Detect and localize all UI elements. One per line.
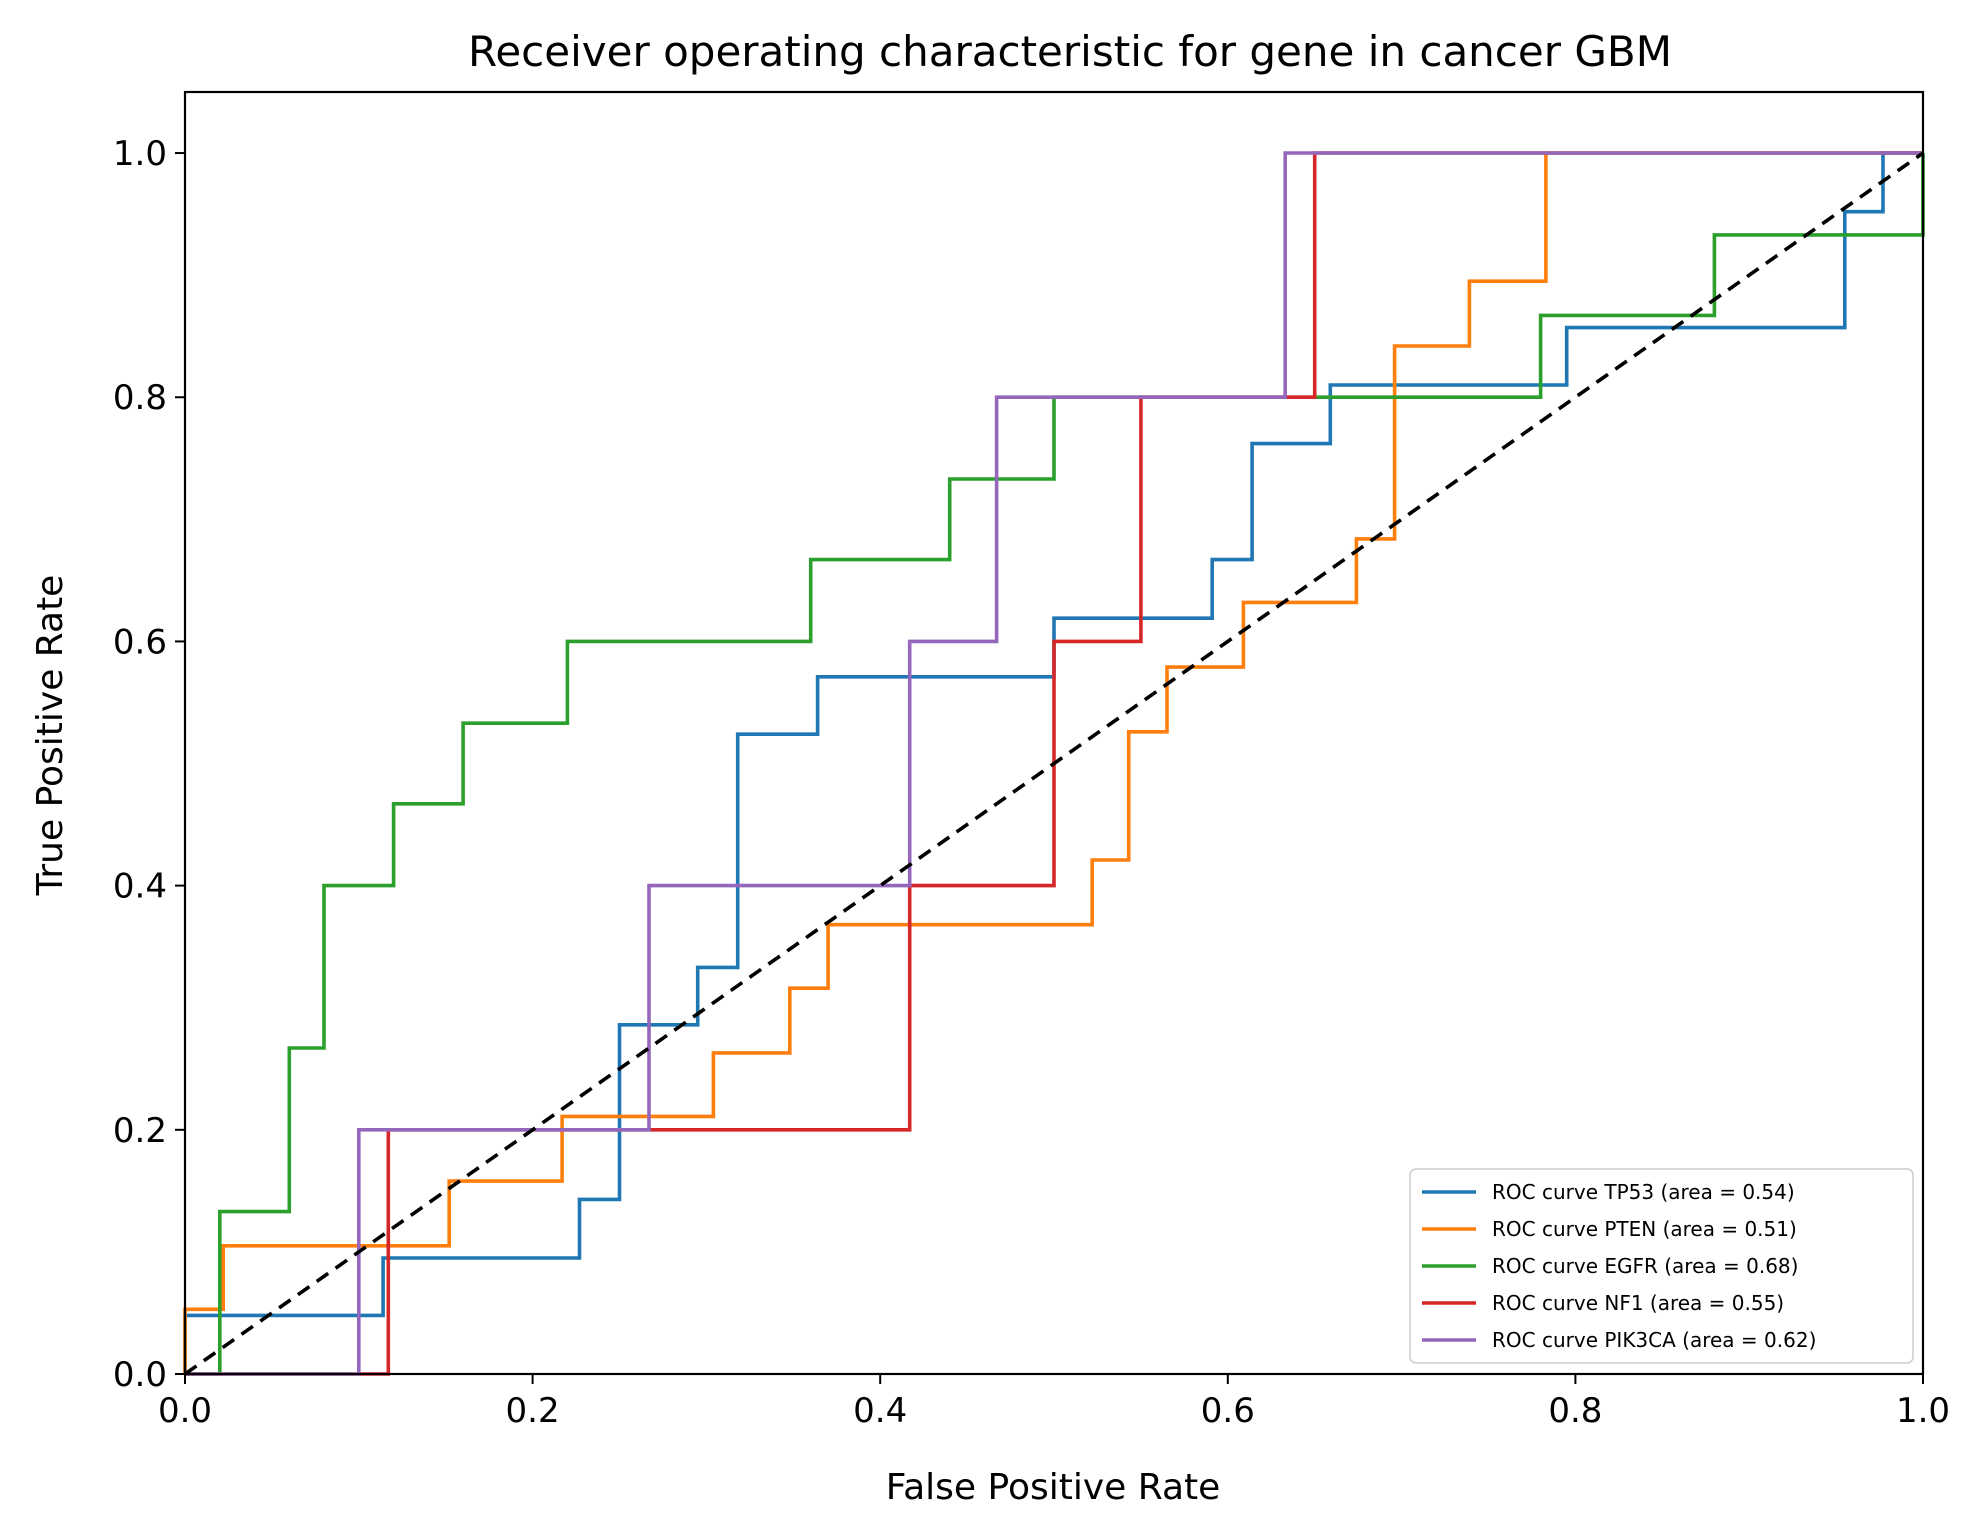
x-tick-label: 0.4 [853,1391,907,1431]
y-tick-label: 0.2 [113,1111,167,1151]
y-tick-label: 1.0 [113,134,167,174]
y-tick-label: 0.8 [113,378,167,418]
chart-title: Receiver operating characteristic for ge… [468,27,1672,76]
y-tick-label: 0.6 [113,622,167,662]
legend-entry-1: ROC curve PTEN (area = 0.51) [1492,1217,1797,1241]
y-tick-label: 0.0 [113,1355,167,1395]
x-tick-label: 0.6 [1201,1391,1255,1431]
x-axis-label: False Positive Rate [886,1467,1221,1508]
legend-box [1409,1168,1914,1364]
legend-entry-0: ROC curve TP53 (area = 0.54) [1492,1180,1795,1204]
x-tick-label: 1.0 [1896,1391,1950,1431]
diagonal-reference-line [183,151,1925,1376]
x-tick-label: 0.0 [158,1391,212,1431]
x-tick-label: 0.2 [506,1391,560,1431]
series-line-4 [185,151,1923,1376]
plot-frame [183,90,1925,1376]
legend-entry-4: ROC curve PIK3CA (area = 0.62) [1492,1328,1816,1352]
series-line-2 [185,153,1925,1376]
y-axis-label: True Positive Rate [30,575,71,897]
legend-entry-3: ROC curve NF1 (area = 0.55) [1492,1291,1784,1315]
series-line-1 [183,151,1923,1374]
x-tick-label: 0.8 [1548,1391,1602,1431]
legend-entry-2: ROC curve EGFR (area = 0.68) [1492,1254,1798,1278]
y-tick-label: 0.4 [113,867,167,907]
